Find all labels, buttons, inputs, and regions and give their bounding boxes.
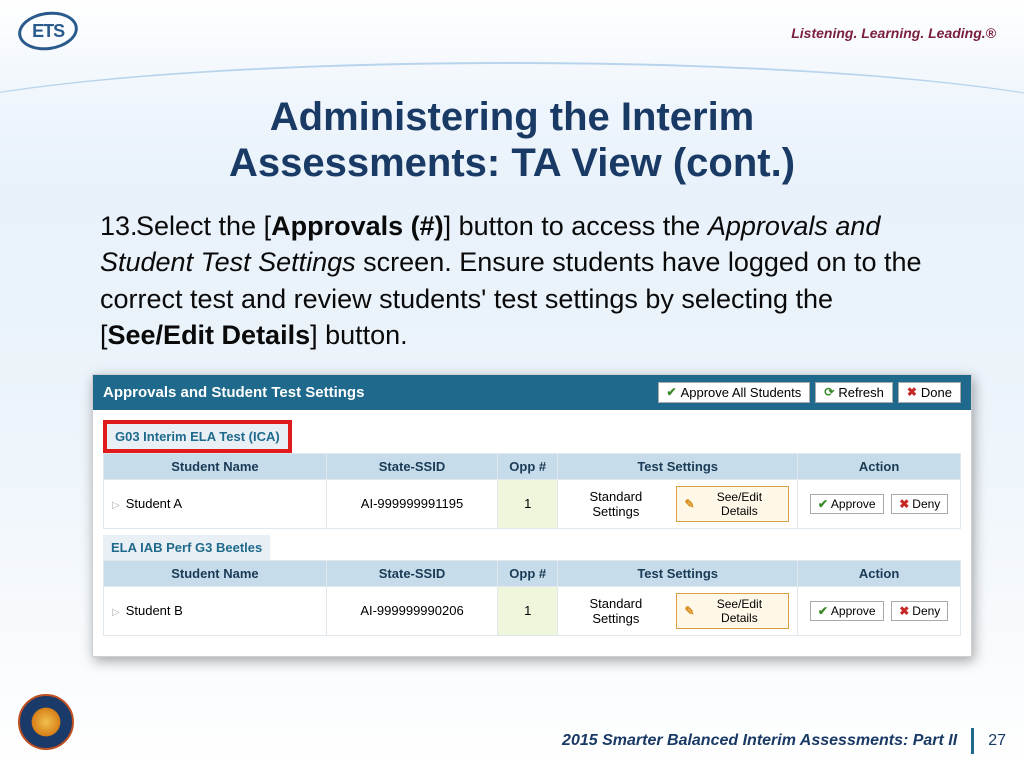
tagline: Listening. Learning. Leading.®	[791, 25, 996, 41]
footer-divider	[971, 728, 974, 754]
footer-text: 2015 Smarter Balanced Interim Assessment…	[562, 732, 957, 750]
page-number: 27	[988, 732, 1006, 750]
ets-logo: ETS	[18, 12, 82, 54]
state-seal-icon	[18, 694, 74, 750]
background-arc	[0, 62, 1024, 662]
slide-footer: 2015 Smarter Balanced Interim Assessment…	[562, 728, 1006, 754]
slide-header: ETS Listening. Learning. Leading.®	[0, 0, 1024, 62]
ets-logo-text: ETS	[32, 21, 64, 42]
